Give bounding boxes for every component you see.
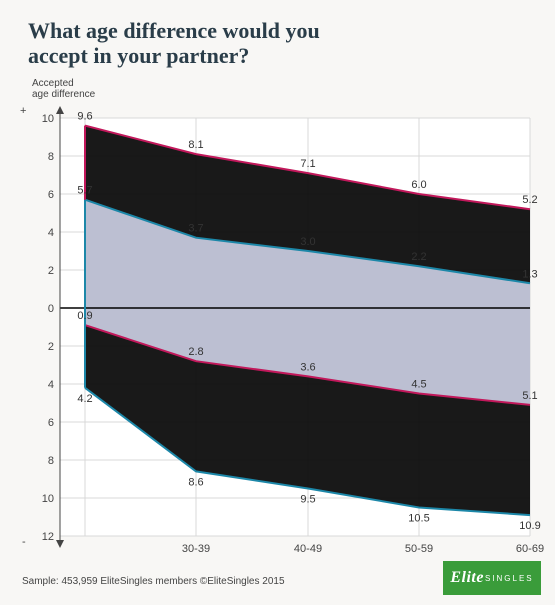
data-label: 1.3 xyxy=(522,268,537,280)
y-tick-label: 12 xyxy=(42,531,54,543)
data-label: 2.8 xyxy=(188,346,203,358)
age-difference-chart: 10 8 6 4 2 0 2 4 6 8 10 12 9.6 8.1 7.1 6.0 5.2 5.7 3.7 3.0 2… xyxy=(0,0,555,605)
y-tick-label: 8 xyxy=(48,455,54,467)
data-label: 3.7 xyxy=(188,223,203,235)
y-tick-label: 4 xyxy=(48,227,54,239)
data-label: 9.6 xyxy=(77,111,92,123)
data-label: 5.7 xyxy=(77,185,92,197)
data-label: 10.9 xyxy=(519,520,540,532)
data-label: 8.1 xyxy=(188,139,203,151)
y-tick-label: 6 xyxy=(48,189,54,201)
y-tick-label: 2 xyxy=(48,341,54,353)
arrow-down-icon xyxy=(56,540,64,548)
y-tick-label: 10 xyxy=(42,493,54,505)
x-tick-label: 60-69 xyxy=(516,543,544,555)
logo-text-elite: Elite xyxy=(450,569,484,586)
data-label: 6.0 xyxy=(411,179,426,191)
y-tick-label: 10 xyxy=(42,113,54,125)
x-tick-label: 30-39 xyxy=(182,543,210,555)
y-tick-label: 4 xyxy=(48,379,54,391)
data-label: 3.0 xyxy=(300,236,315,248)
data-label: 10.5 xyxy=(408,513,429,525)
y-tick-label: 6 xyxy=(48,417,54,429)
x-tick-label: 50-59 xyxy=(405,543,433,555)
data-label: 4.5 xyxy=(411,379,426,391)
elitesingles-logo: EliteSINGLES xyxy=(443,561,541,595)
data-label: 0.9 xyxy=(77,310,92,322)
data-label: 3.6 xyxy=(300,361,315,373)
data-label: 9.5 xyxy=(300,494,315,506)
logo-text-singles: SINGLES xyxy=(485,574,534,583)
y-tick-label: 8 xyxy=(48,151,54,163)
data-label: 4.2 xyxy=(77,393,92,405)
x-tick-label: 40-49 xyxy=(294,543,322,555)
data-label: 8.6 xyxy=(188,476,203,488)
data-label: 2.2 xyxy=(411,251,426,263)
y-tick-label: 2 xyxy=(48,265,54,277)
data-label: 5.2 xyxy=(522,194,537,206)
data-label: 7.1 xyxy=(300,158,315,170)
data-label: 5.1 xyxy=(522,390,537,402)
sample-footnote: Sample: 453,959 EliteSingles members ©El… xyxy=(22,576,285,587)
arrow-up-icon xyxy=(56,106,64,114)
y-tick-label: 0 xyxy=(48,303,54,315)
